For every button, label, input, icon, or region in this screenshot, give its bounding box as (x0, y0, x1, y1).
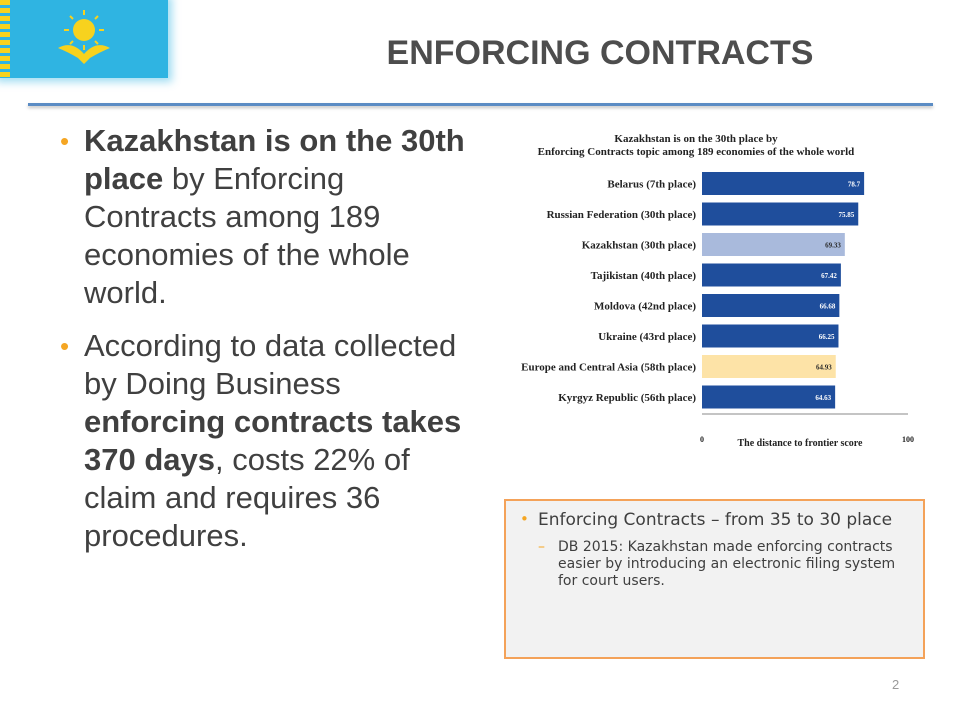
left-bullet-list: • Kazakhstan is on the 30th place by Enfo… (60, 122, 480, 555)
bullet-doing-business-text: , costs 22% of claim and requires 36 pro… (84, 442, 410, 553)
chart-x-tick-max: 100 (902, 435, 914, 444)
note-main-bullet: • Enforcing Contracts – from 35 to 30 pla… (520, 509, 909, 531)
chart-bar (702, 172, 865, 195)
kazakhstan-flag-icon (0, 0, 168, 78)
chart-category-label: Moldova (42nd place) (594, 301, 696, 313)
chart-bar (702, 324, 839, 348)
chart-category-label: Europe and Central Asia (58th place) (521, 362, 696, 374)
bullet-doing-business: • According to data collected by Doing Bu… (60, 327, 480, 555)
chart-bar (702, 294, 840, 317)
note-sub-text: DB 2015: Kazakhstan made enforcing contr… (558, 539, 896, 589)
title-divider (28, 103, 933, 106)
chart-bar (702, 233, 845, 256)
chart-title-line-2: Enforcing Contracts topic among 189 econ… (538, 146, 855, 158)
chart-category-label: Kyrgyz Republic (56th place) (558, 392, 696, 404)
chart-bar (702, 355, 836, 378)
chart-value-label: 75.85 (839, 211, 855, 219)
chart-value-label: 64.63 (815, 394, 831, 402)
enforcing-contracts-bar-chart: Kazakhstan is on the 30th place by Enfor… (521, 133, 914, 449)
bullet-doing-business-bold: enforcing contracts takes 370 days (84, 404, 462, 477)
chart-x-tick-min: 0 (700, 435, 704, 444)
chart-category-label: Kazakhstan (30th place) (582, 240, 697, 252)
flag-sun-eagle-icon (58, 10, 110, 64)
note-main-text: Enforcing Contracts – from 35 to 30 plac… (538, 510, 893, 530)
page-number: 2 (892, 677, 900, 692)
flag-ornament (0, 0, 10, 78)
note-sub-bullet: – DB 2015: Kazakhstan made enforcing cont… (520, 539, 909, 590)
chart-category-label: Tajikistan (40th place) (591, 270, 697, 282)
chart-value-label: 66.25 (819, 333, 835, 341)
chart-title-line-1: Kazakhstan is on the 30th place by (614, 133, 778, 145)
chart-value-label: 64.93 (816, 364, 832, 372)
chart-bar (702, 385, 836, 409)
chart-value-label: 66.68 (820, 303, 836, 311)
chart-value-label: 78.7 (848, 181, 861, 189)
bullet-dot-icon: • (60, 126, 70, 156)
page-title: ENFORCING CONTRACTS (386, 34, 814, 72)
note-box: • Enforcing Contracts – from 35 to 30 pla… (504, 499, 925, 659)
chart-value-label: 69.33 (825, 242, 841, 250)
chart-bar (702, 263, 841, 287)
note-bullet-dot-icon: • (520, 510, 529, 528)
chart-x-axis-label: The distance to frontier score (738, 438, 864, 449)
bullet-ranking-text: by Enforcing Contracts among 189 economi… (84, 161, 410, 310)
chart-category-label: Russian Federation (30th place) (547, 209, 697, 221)
chart-category-label: Belarus (7th place) (607, 179, 696, 191)
chart-bar (702, 202, 859, 226)
bullet-doing-business-intro: According to data collected by Doing Bus… (84, 328, 457, 401)
chart-value-label: 67.42 (821, 272, 837, 280)
bullet-ranking-bold: Kazakhstan is on the 30th place (84, 123, 465, 196)
bullet-ranking: • Kazakhstan is on the 30th place by Enfo… (60, 122, 480, 312)
chart-category-label: Ukraine (43rd place) (598, 331, 696, 343)
note-dash-icon: – (538, 539, 545, 555)
bullet-dot-icon: • (60, 331, 70, 361)
